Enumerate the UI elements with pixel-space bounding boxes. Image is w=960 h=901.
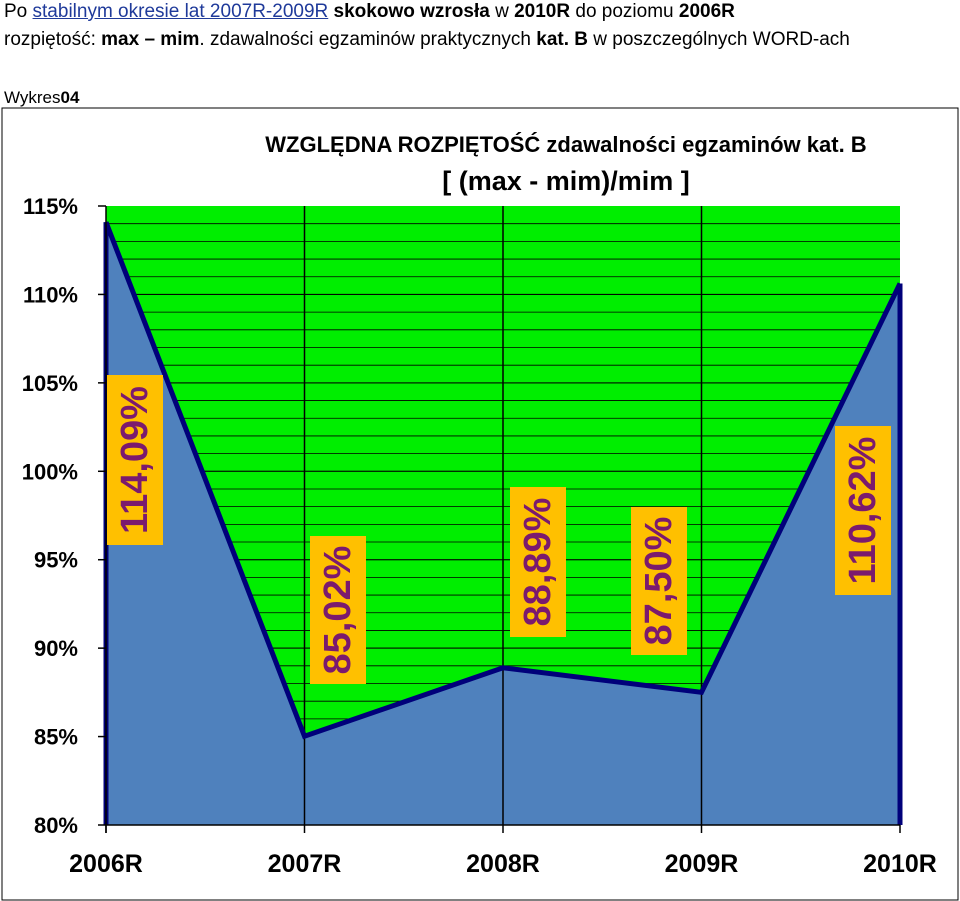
- y-tick-label: 90%: [34, 636, 78, 661]
- header-line-1-prefix: Po: [4, 1, 33, 22]
- header-line-1: Po stabilnym okresie lat 2007R-2009R sko…: [4, 0, 735, 23]
- x-tick-label: 2006R: [69, 850, 143, 878]
- y-tick-label: 100%: [22, 459, 78, 484]
- header-line-2-suffix: w poszczególnych WORD-ach: [588, 29, 850, 50]
- y-tick-label: 115%: [23, 194, 78, 219]
- header-line-1-mid-3: do poziomu: [570, 1, 679, 22]
- header-line-1-bold-1: skokowo wzrosła: [333, 1, 490, 22]
- y-tick-label: 80%: [34, 813, 78, 838]
- data-label: 85,02%: [317, 546, 359, 675]
- data-label: 88,89%: [517, 498, 559, 627]
- header-line-2-bold-1: max – mim: [101, 29, 200, 50]
- header-line-1-mid-2: w: [489, 1, 515, 22]
- chart-caption-number: 04: [60, 88, 80, 107]
- data-label-box: [835, 426, 891, 595]
- chart-subtitle: [ (max - mim)/mim ]: [442, 166, 690, 196]
- x-tick-label: 2008R: [466, 850, 540, 878]
- plot-area: 80% 85% 90% 95% 100% 105% 110% 115% 2006R 2007R 20…: [22, 194, 937, 878]
- header-line-1-bold-2: 2010R: [514, 1, 571, 22]
- chart-caption: Wykres04: [4, 88, 79, 108]
- series-line: [103, 221, 903, 740]
- header-line-2-mid: . zdawalności egzaminów praktycznych: [199, 29, 537, 50]
- chart-container: WZGLĘDNA ROZPIĘTOŚĆ zdawalności egzaminó…: [0, 107, 960, 901]
- data-label: 87,50%: [638, 517, 680, 646]
- y-tick-label: 95%: [34, 548, 78, 573]
- x-tick-label: 2009R: [665, 850, 739, 878]
- area-chart: WZGLĘDNA ROZPIĘTOŚĆ zdawalności egzaminó…: [1, 107, 959, 901]
- x-tick-label: 2010R: [863, 850, 937, 878]
- y-tick-label: 110%: [23, 282, 78, 307]
- x-tick-label: 2007R: [268, 850, 342, 878]
- header-line-2: rozpiętość: max – mim. zdawalności egzam…: [4, 28, 850, 51]
- period-link[interactable]: stabilnym okresie lat 2007R-2009R: [32, 1, 329, 22]
- header-line-2-bold-2: kat. B: [536, 29, 589, 50]
- data-label-box: [631, 507, 687, 655]
- data-label: 114,09%: [114, 386, 156, 534]
- header-line-1-bold-3: 2006R: [678, 1, 735, 22]
- header-line-2-prefix: rozpiętość:: [4, 29, 102, 50]
- data-label: 110,62%: [842, 437, 884, 585]
- chart-caption-prefix: Wykres: [4, 88, 61, 107]
- chart-title: WZGLĘDNA ROZPIĘTOŚĆ zdawalności egzaminó…: [265, 132, 866, 157]
- data-label-box: [310, 536, 366, 684]
- data-label-box: [510, 487, 566, 637]
- y-tick-label: 105%: [22, 371, 78, 396]
- y-tick-label: 85%: [34, 725, 78, 750]
- data-label-box: [107, 375, 163, 545]
